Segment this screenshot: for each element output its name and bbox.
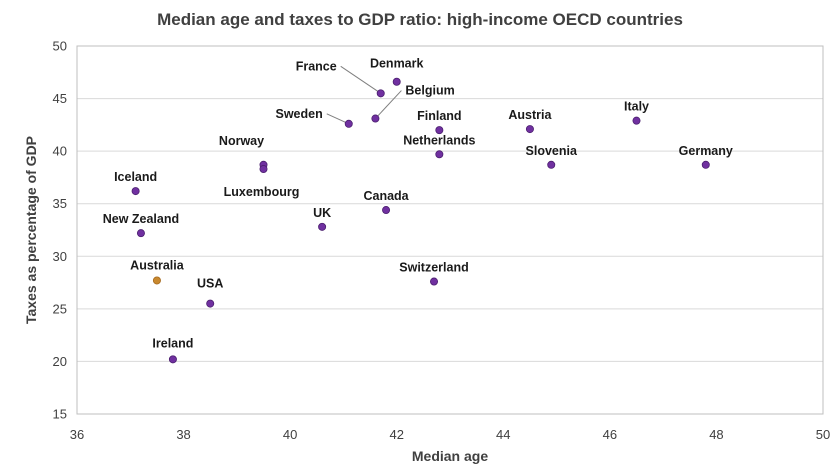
point-australia (152, 276, 161, 285)
point-finland (435, 126, 444, 135)
point-usa (206, 299, 215, 308)
label-uk: UK (313, 206, 331, 220)
point-denmark (392, 77, 401, 86)
y-axis-title: Taxes as percentage of GDP (23, 136, 39, 324)
point-austria (525, 125, 534, 134)
y-tick-label: 30 (53, 249, 67, 264)
y-tick-label: 20 (53, 354, 67, 369)
label-italy: Italy (624, 100, 649, 114)
leader-sweden (326, 113, 349, 125)
label-austria: Austria (508, 108, 552, 122)
point-uk (318, 222, 327, 231)
y-tick-label: 50 (53, 39, 67, 54)
y-tick-label: 35 (53, 196, 67, 211)
label-netherlands: Netherlands (403, 133, 475, 147)
label-canada: Canada (363, 189, 409, 203)
label-iceland: Iceland (114, 170, 157, 184)
point-luxembourg (259, 165, 268, 174)
x-tick-label: 44 (496, 427, 510, 442)
leader-belgium (375, 90, 402, 119)
point-netherlands (435, 150, 444, 159)
point-belgium (371, 114, 380, 123)
chart-title: Median age and taxes to GDP ratio: high-… (157, 10, 683, 29)
label-belgium: Belgium (405, 84, 454, 98)
label-france: France (296, 59, 337, 73)
label-ireland: Ireland (152, 336, 193, 350)
point-iceland (131, 187, 140, 196)
leader-france (340, 65, 382, 94)
label-norway: Norway (219, 134, 264, 148)
label-switzerland: Switzerland (399, 261, 468, 275)
x-tick-label: 40 (283, 427, 297, 442)
label-luxembourg: Luxembourg (224, 185, 300, 199)
y-tick-label: 45 (53, 91, 67, 106)
label-slovenia: Slovenia (526, 144, 578, 158)
label-denmark: Denmark (370, 57, 424, 71)
label-germany: Germany (679, 144, 733, 158)
point-france (376, 89, 385, 98)
point-new-zealand (136, 229, 145, 238)
point-canada (382, 206, 391, 215)
plot-border (76, 45, 824, 415)
label-sweden: Sweden (276, 107, 323, 121)
y-tick-label: 15 (53, 407, 67, 422)
point-germany (701, 160, 710, 169)
x-tick-label: 42 (389, 427, 403, 442)
label-australia: Australia (130, 258, 185, 272)
x-tick-label: 48 (709, 427, 723, 442)
label-finland: Finland (417, 109, 461, 123)
label-usa: USA (197, 277, 223, 291)
point-ireland (168, 355, 177, 364)
point-slovenia (547, 160, 556, 169)
x-tick-label: 50 (816, 427, 830, 442)
point-sweden (344, 119, 353, 128)
x-axis-title: Median age (412, 448, 488, 464)
y-tick-label: 25 (53, 301, 67, 316)
x-tick-label: 38 (176, 427, 190, 442)
label-new-zealand: New Zealand (103, 212, 179, 226)
x-tick-label: 36 (70, 427, 84, 442)
y-tick-label: 40 (53, 144, 67, 159)
x-tick-label: 46 (603, 427, 617, 442)
point-switzerland (430, 277, 439, 286)
point-italy (632, 116, 641, 125)
